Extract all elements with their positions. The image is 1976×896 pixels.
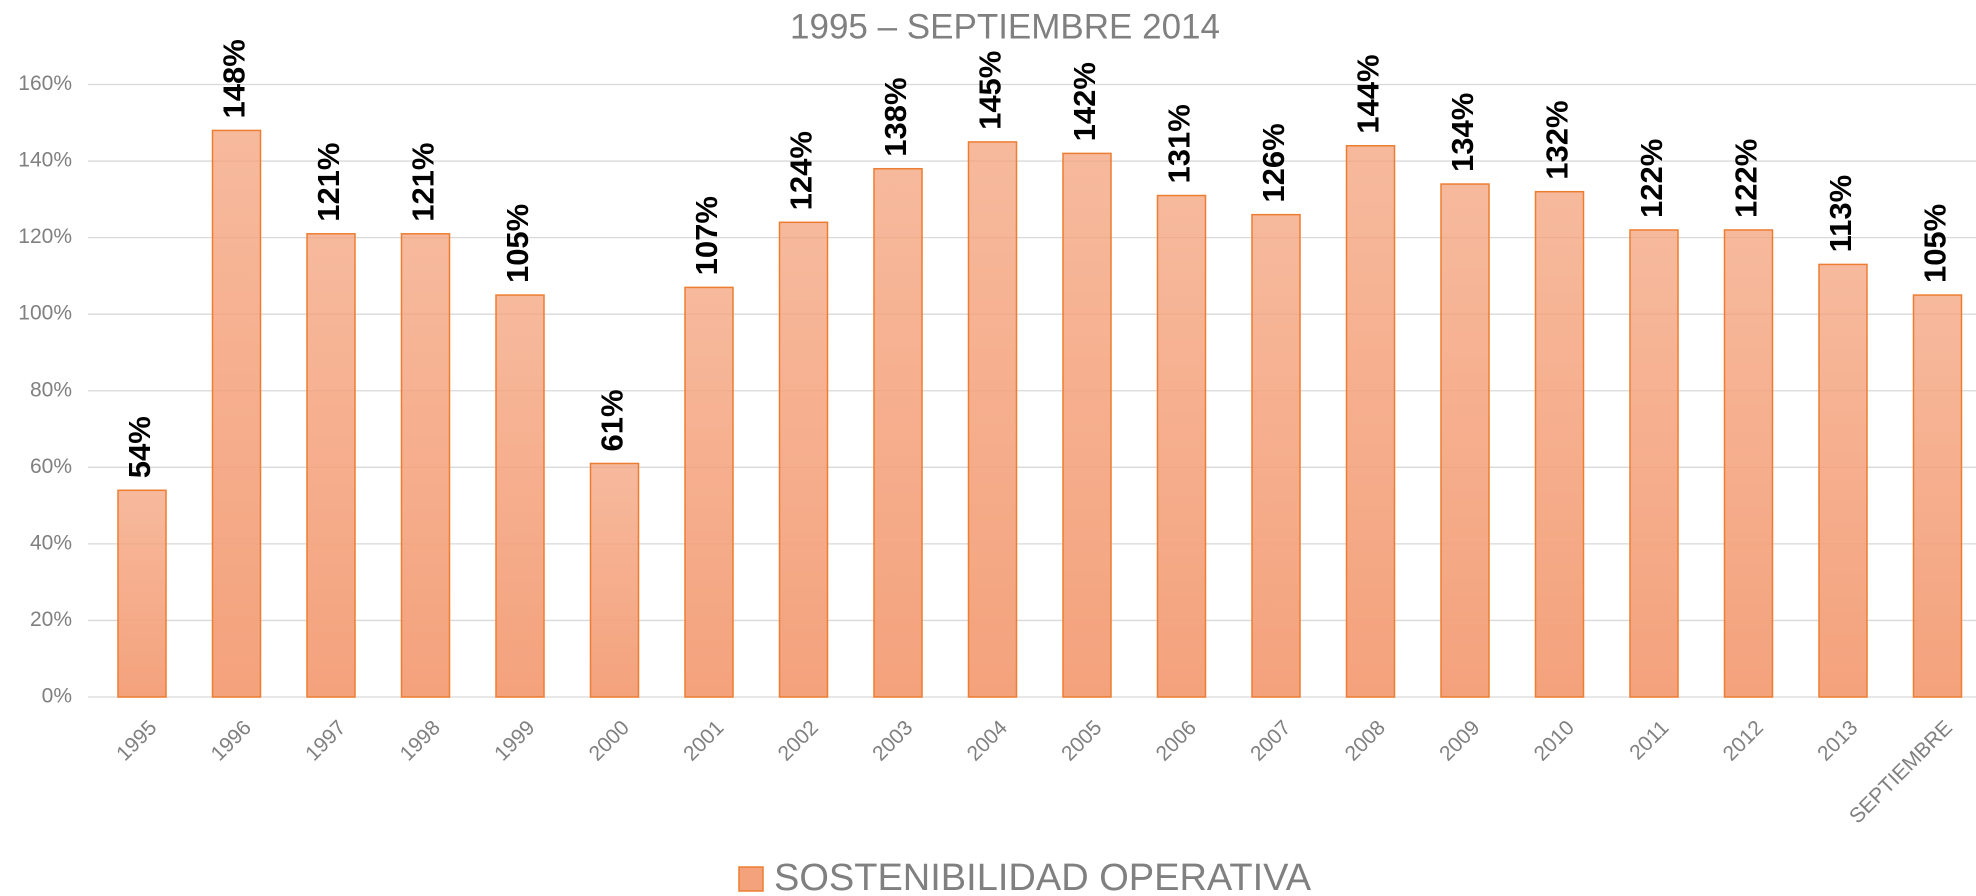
bar [1723, 229, 1774, 698]
bar [211, 129, 262, 698]
bar [117, 489, 167, 698]
data-label: 131% [1162, 104, 1197, 183]
bar [1912, 294, 1963, 698]
x-tick-label: 2001 [679, 716, 728, 765]
data-label: 145% [973, 51, 1008, 130]
x-tick-label: 2009 [1435, 716, 1484, 765]
bar [873, 167, 923, 698]
x-tick-label: 2000 [585, 716, 634, 765]
data-label: 121% [311, 143, 346, 222]
data-label: 105% [1918, 204, 1953, 283]
bar [1251, 213, 1301, 698]
data-label: 142% [1067, 62, 1102, 141]
data-label: 126% [1256, 123, 1291, 202]
y-tick-label: 100% [18, 302, 72, 325]
x-tick-label: 1998 [396, 716, 445, 765]
data-label: 122% [1634, 139, 1669, 218]
bar [684, 286, 734, 698]
x-tick-label: 1997 [301, 716, 350, 765]
x-tick-label: 2002 [774, 716, 823, 765]
data-label: 121% [406, 143, 441, 222]
chart-title: 1995 – SEPTIEMBRE 2014 [790, 7, 1220, 46]
data-label: 134% [1445, 93, 1480, 172]
x-tick-label: 1999 [490, 716, 539, 765]
x-tick-label: 2012 [1719, 716, 1768, 765]
data-label: 138% [878, 77, 913, 156]
y-tick-label: 40% [30, 531, 72, 554]
data-label: 107% [689, 196, 724, 275]
x-tick-label: 1996 [207, 716, 256, 765]
y-tick-label: 160% [18, 72, 72, 95]
data-label: 122% [1729, 139, 1764, 218]
bar [778, 221, 829, 698]
y-tick-label: 20% [30, 608, 72, 631]
bar [1062, 152, 1112, 698]
x-tick-label: 2005 [1057, 716, 1106, 765]
bar [967, 141, 1018, 698]
y-tick-label: 60% [30, 455, 72, 478]
bar [1345, 145, 1396, 698]
bar [400, 233, 451, 698]
data-label: 105% [500, 204, 535, 283]
bar [589, 462, 640, 698]
bar [1818, 263, 1868, 698]
data-label: 113% [1823, 175, 1858, 253]
y-tick-label: 80% [30, 378, 72, 401]
data-label: 124% [784, 131, 819, 210]
bar [306, 233, 356, 698]
y-tick-label: 140% [18, 149, 72, 172]
bar [495, 294, 545, 698]
data-label: 148% [217, 39, 252, 118]
x-tick-label: 2011 [1625, 716, 1673, 764]
data-label: 61% [595, 389, 630, 451]
bar [1629, 229, 1679, 698]
x-tick-label: 2013 [1813, 716, 1862, 765]
bar [1156, 194, 1207, 698]
legend-label: SOSTENIBILIDAD OPERATIVA [774, 857, 1312, 896]
x-tick-label: 2006 [1152, 716, 1201, 765]
bar [1440, 183, 1490, 698]
x-tick-label: 2003 [868, 716, 917, 765]
x-tick-label: 1995 [112, 716, 161, 765]
bar [1534, 190, 1585, 698]
x-tick-label: 2004 [963, 716, 1013, 766]
x-tick-label: 2008 [1341, 716, 1390, 765]
data-label: 144% [1351, 54, 1386, 133]
y-tick-label: 0% [42, 685, 72, 708]
data-label: 54% [122, 416, 157, 478]
x-tick-label: 2007 [1246, 716, 1295, 765]
x-tick-label: 2010 [1530, 716, 1579, 765]
legend-swatch [738, 866, 764, 892]
data-label: 132% [1540, 100, 1575, 179]
y-tick-label: 120% [18, 225, 72, 248]
